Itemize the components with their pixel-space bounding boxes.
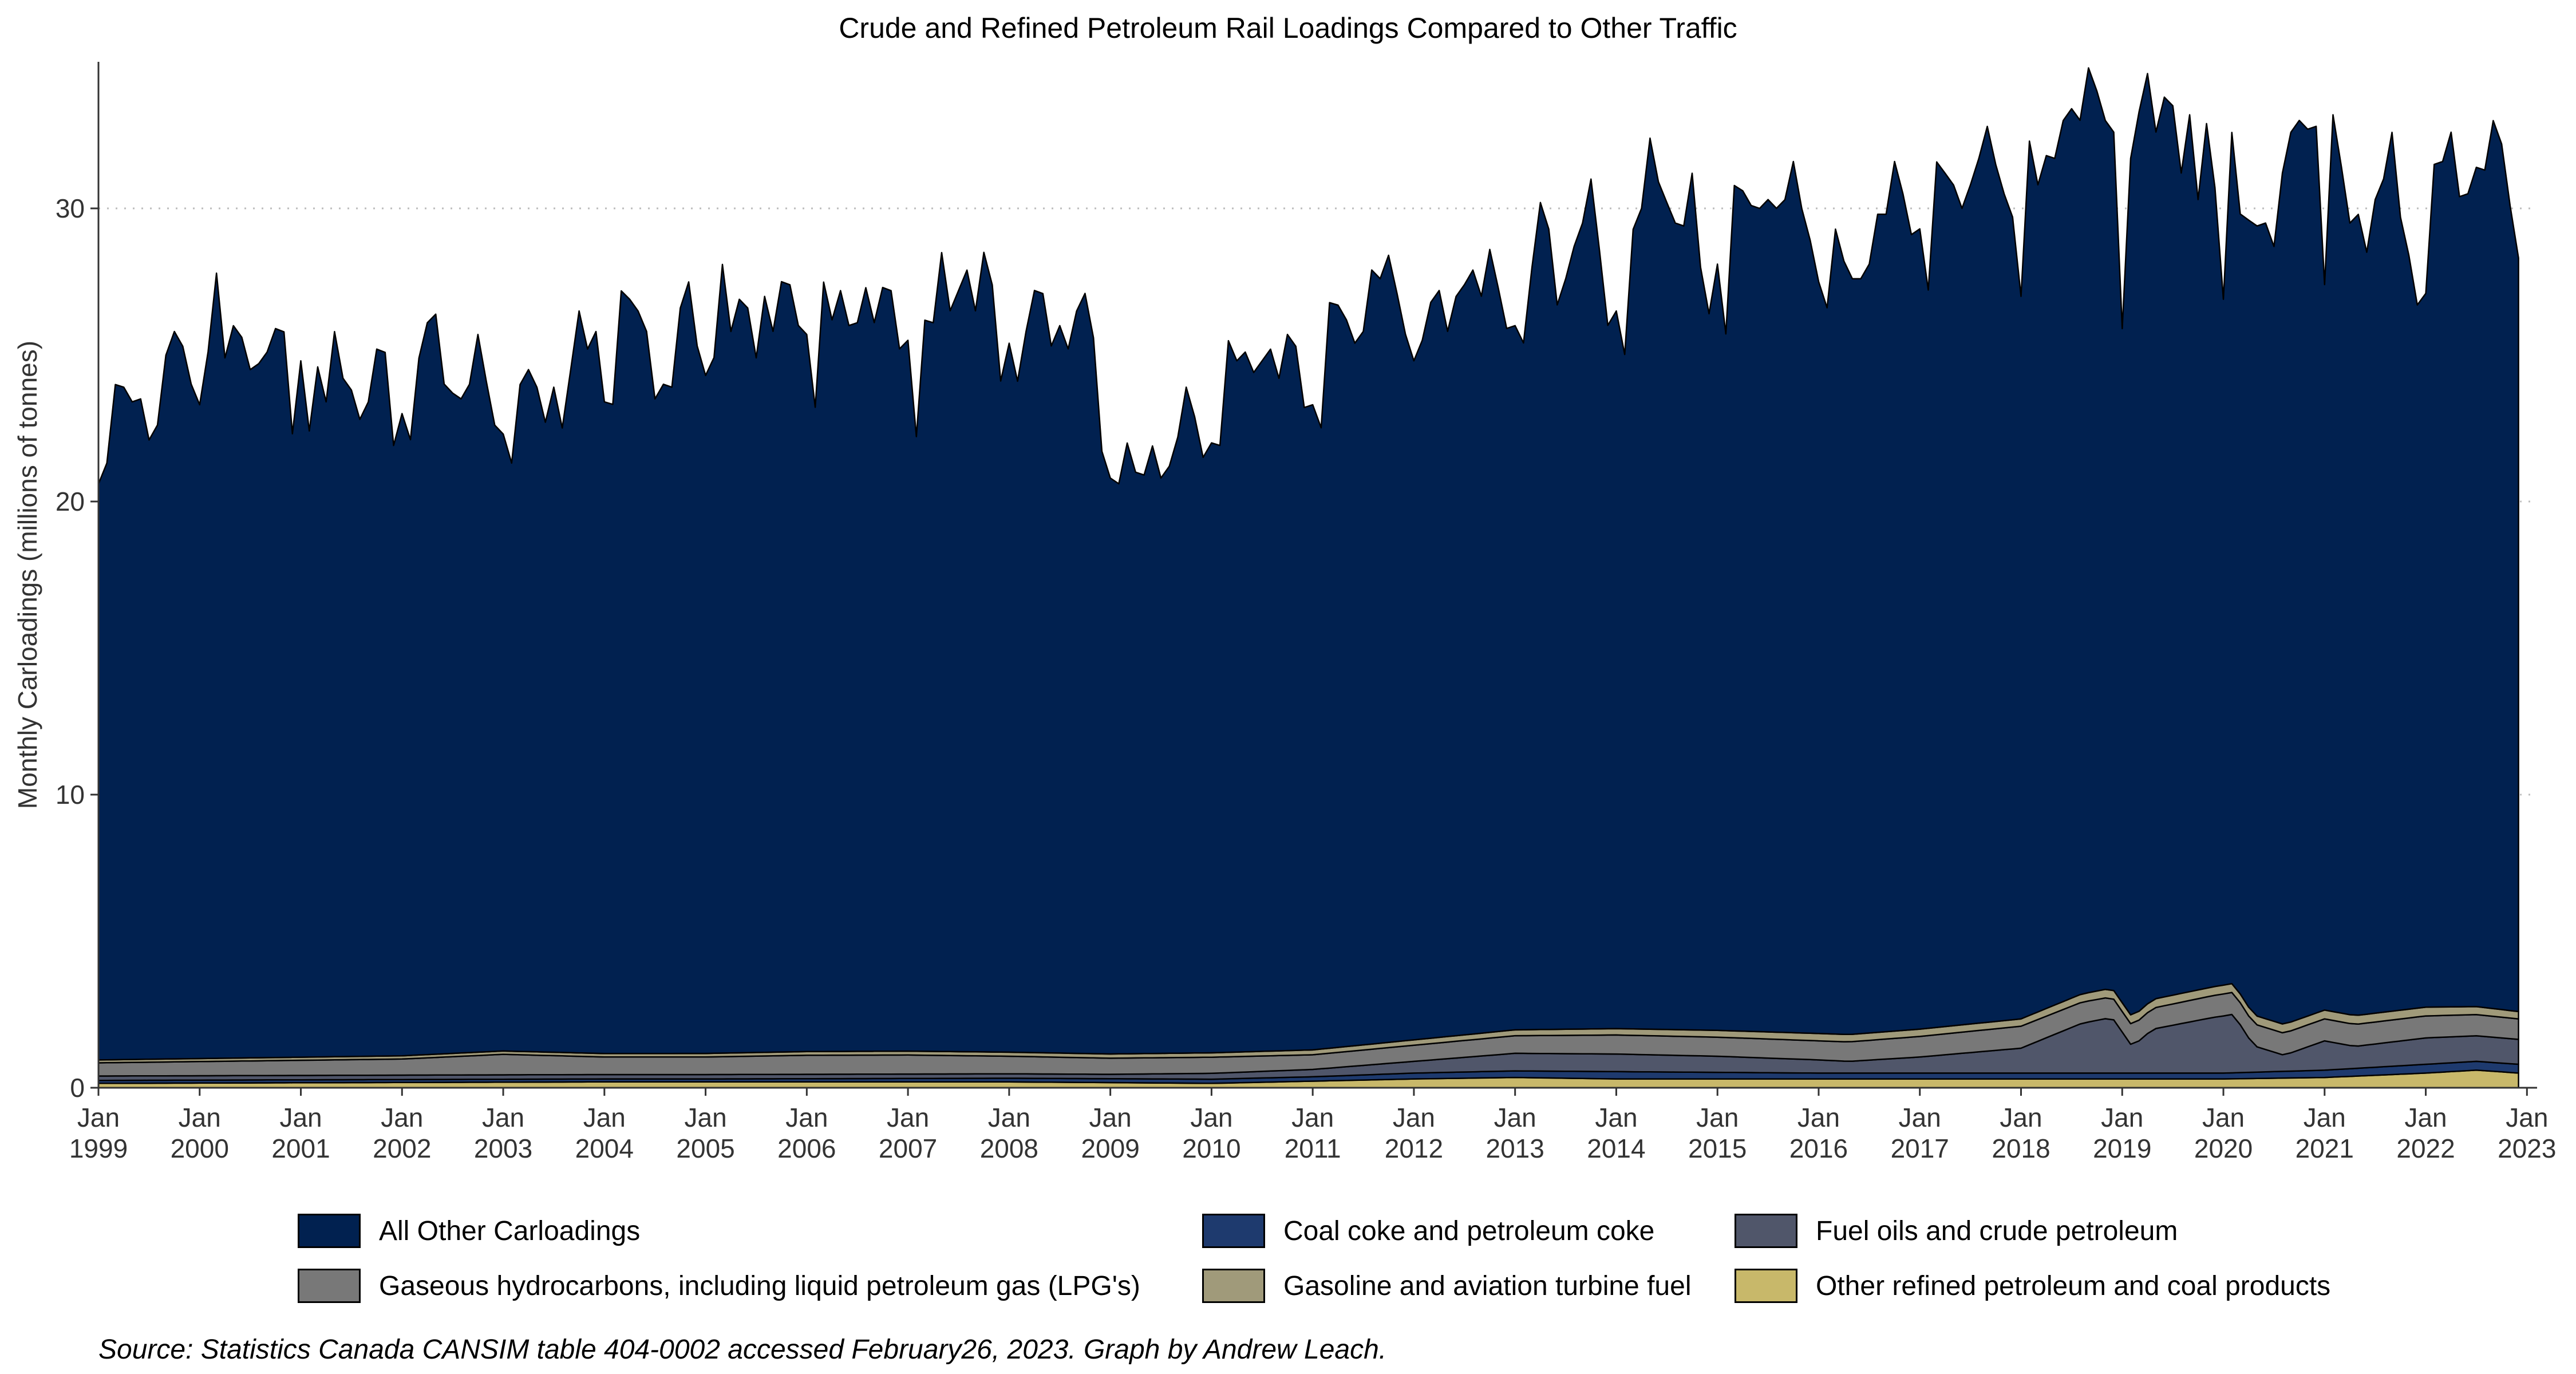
x-tick-label: Jan: [1696, 1103, 1739, 1132]
legend-swatch: [1202, 1269, 1265, 1303]
y-tick-label: 10: [56, 780, 85, 810]
chart-title: Crude and Refined Petroleum Rail Loading…: [839, 12, 1737, 44]
x-tick-label: 2015: [1688, 1134, 1747, 1163]
x-tick-label: Jan: [785, 1103, 828, 1132]
x-tick-label: Jan: [887, 1103, 929, 1132]
x-tick-label: 2017: [1891, 1134, 1949, 1163]
x-tick-label: 2006: [777, 1134, 836, 1163]
legend-swatch: [1735, 1214, 1797, 1248]
y-tick-label: 0: [70, 1073, 85, 1103]
x-tick-label: 2004: [575, 1134, 634, 1163]
x-tick-label: Jan: [1797, 1103, 1840, 1132]
x-tick-label: Jan: [77, 1103, 120, 1132]
x-tick-label: Jan: [2000, 1103, 2042, 1132]
x-tick-label: 1999: [69, 1134, 128, 1163]
x-tick-label: Jan: [1595, 1103, 1637, 1132]
x-tick-labels: Jan1999Jan2000Jan2001Jan2002Jan2003Jan20…: [69, 1088, 2556, 1163]
axes: [97, 62, 2537, 1089]
x-tick-label: Jan: [2404, 1103, 2447, 1132]
legend-item: Gaseous hydrocarbons, including liquid p…: [298, 1263, 1140, 1309]
x-tick-label: 2023: [2498, 1134, 2556, 1163]
x-tick-label: 2001: [271, 1134, 330, 1163]
x-tick-label: 2008: [980, 1134, 1038, 1163]
x-tick-label: Jan: [1393, 1103, 1435, 1132]
x-tick-label: 2011: [1285, 1134, 1341, 1163]
y-tick-label: 20: [56, 487, 85, 516]
x-tick-label: Jan: [1190, 1103, 1232, 1132]
y-tick-labels: 0 10 20 30: [56, 194, 98, 1103]
x-tick-label: Jan: [2202, 1103, 2245, 1132]
legend: All Other Carloadings Coal coke and petro…: [298, 1208, 2416, 1322]
legend-item: All Other Carloadings: [298, 1208, 640, 1254]
legend-item: Fuel oils and crude petroleum: [1735, 1208, 2178, 1254]
legend-label: All Other Carloadings: [379, 1215, 641, 1246]
stacked-areas: [97, 67, 2519, 1089]
x-tick-label: 2000: [171, 1134, 229, 1163]
x-tick-label: 2016: [1789, 1134, 1848, 1163]
legend-swatch: [298, 1269, 361, 1303]
x-tick-label: Jan: [381, 1103, 423, 1132]
legend-swatch: [298, 1214, 361, 1248]
x-tick-label: Jan: [2506, 1103, 2548, 1132]
area-other_all: [97, 67, 2519, 1061]
x-tick-label: 2021: [2296, 1134, 2354, 1163]
legend-label: Coal coke and petroleum coke: [1283, 1215, 1655, 1246]
x-tick-label: Jan: [1494, 1103, 1536, 1132]
x-tick-label: 2007: [879, 1134, 937, 1163]
x-tick-label: Jan: [1291, 1103, 1334, 1132]
x-tick-label: Jan: [583, 1103, 626, 1132]
legend-label: Fuel oils and crude petroleum: [1816, 1215, 2178, 1246]
x-tick-label: 2013: [1486, 1134, 1544, 1163]
x-tick-label: 2009: [1081, 1134, 1139, 1163]
source-caption: Source: Statistics Canada CANSIM table 4…: [98, 1334, 1387, 1365]
x-tick-label: Jan: [2304, 1103, 2346, 1132]
legend-item: Other refined petroleum and coal product…: [1735, 1263, 2330, 1309]
x-tick-label: 2019: [2093, 1134, 2151, 1163]
x-tick-label: Jan: [684, 1103, 726, 1132]
x-tick-label: 2003: [474, 1134, 532, 1163]
legend-item: Coal coke and petroleum coke: [1202, 1208, 1654, 1254]
legend-label: Other refined petroleum and coal product…: [1816, 1270, 2331, 1301]
x-tick-label: 2020: [2194, 1134, 2253, 1163]
x-tick-label: Jan: [482, 1103, 524, 1132]
x-tick-label: Jan: [988, 1103, 1030, 1132]
legend-item: Gasoline and aviation turbine fuel: [1202, 1263, 1691, 1309]
x-tick-label: 2010: [1182, 1134, 1240, 1163]
x-tick-label: 2022: [2396, 1134, 2455, 1163]
x-tick-label: Jan: [279, 1103, 322, 1132]
legend-swatch: [1202, 1214, 1265, 1248]
x-tick-label: 2002: [373, 1134, 431, 1163]
x-tick-label: 2018: [1992, 1134, 2050, 1163]
y-tick-label: 30: [56, 194, 85, 223]
x-tick-label: 2014: [1587, 1134, 1645, 1163]
legend-label: Gasoline and aviation turbine fuel: [1283, 1270, 1692, 1301]
x-tick-label: Jan: [179, 1103, 221, 1132]
legend-label: Gaseous hydrocarbons, including liquid p…: [379, 1270, 1140, 1301]
x-tick-label: 2005: [676, 1134, 734, 1163]
x-tick-label: Jan: [1089, 1103, 1132, 1132]
x-tick-label: Jan: [2101, 1103, 2143, 1132]
y-axis-label: Monthly Carloadings (millions of tonnes): [13, 341, 42, 809]
x-tick-label: 2012: [1385, 1134, 1443, 1163]
x-tick-label: Jan: [1899, 1103, 1941, 1132]
legend-swatch: [1735, 1269, 1797, 1303]
